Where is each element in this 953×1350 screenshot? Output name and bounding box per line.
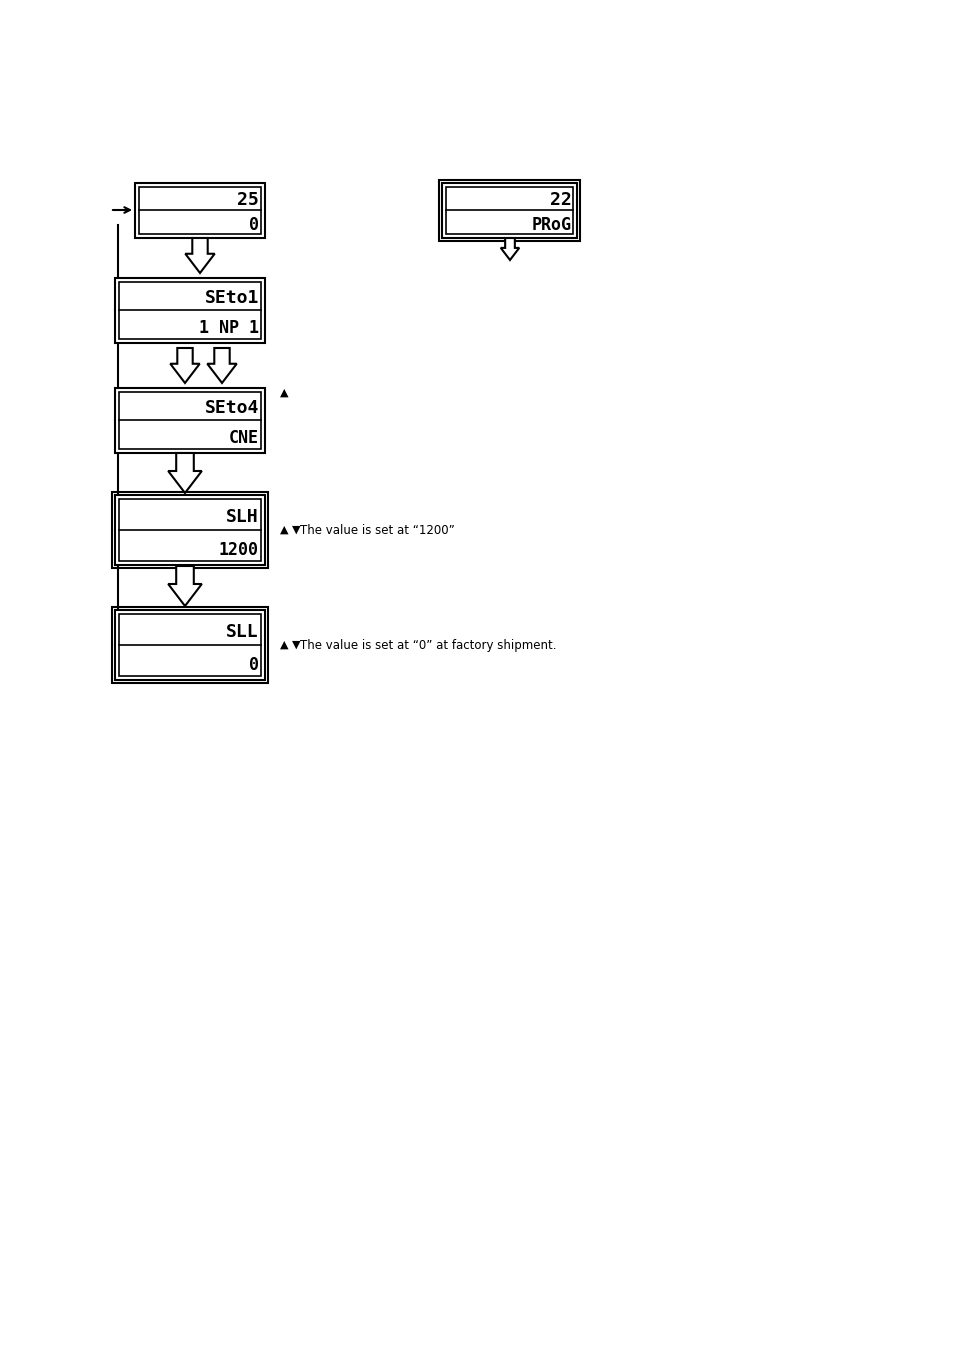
Text: The value is set at “0” at factory shipment.: The value is set at “0” at factory shipm… xyxy=(299,639,556,652)
Text: PRoG: PRoG xyxy=(531,216,571,235)
Text: SLH: SLH xyxy=(226,509,258,526)
Polygon shape xyxy=(168,566,202,606)
Text: 0: 0 xyxy=(249,216,258,235)
Bar xyxy=(119,614,261,676)
Bar xyxy=(139,186,261,234)
Text: ▲ ▼: ▲ ▼ xyxy=(280,640,300,649)
Text: 1200: 1200 xyxy=(219,540,258,559)
Text: SLL: SLL xyxy=(226,624,258,641)
Text: SEto1: SEto1 xyxy=(204,289,258,308)
Text: CNE: CNE xyxy=(229,429,258,447)
Text: SEto4: SEto4 xyxy=(204,400,258,417)
Text: ▲: ▲ xyxy=(280,387,288,398)
Polygon shape xyxy=(168,454,202,493)
Bar xyxy=(115,610,265,680)
Text: ▲ ▼: ▲ ▼ xyxy=(280,525,300,535)
Bar xyxy=(439,180,579,240)
Text: 1 NP 1: 1 NP 1 xyxy=(199,319,258,338)
Polygon shape xyxy=(171,348,199,383)
Bar xyxy=(119,500,261,562)
Text: 25: 25 xyxy=(237,192,258,209)
Bar xyxy=(112,608,268,683)
Text: 0: 0 xyxy=(249,656,258,674)
Bar xyxy=(119,392,261,448)
Bar xyxy=(115,495,265,566)
Bar xyxy=(442,182,577,238)
Bar xyxy=(115,387,265,452)
Text: The value is set at “1200”: The value is set at “1200” xyxy=(299,524,455,536)
Polygon shape xyxy=(500,238,518,261)
Polygon shape xyxy=(207,348,236,383)
Bar xyxy=(446,186,573,234)
Bar xyxy=(112,491,268,568)
Polygon shape xyxy=(185,238,214,273)
Bar xyxy=(115,278,265,343)
Bar xyxy=(135,182,265,238)
Text: 22: 22 xyxy=(549,192,571,209)
Bar xyxy=(119,282,261,339)
